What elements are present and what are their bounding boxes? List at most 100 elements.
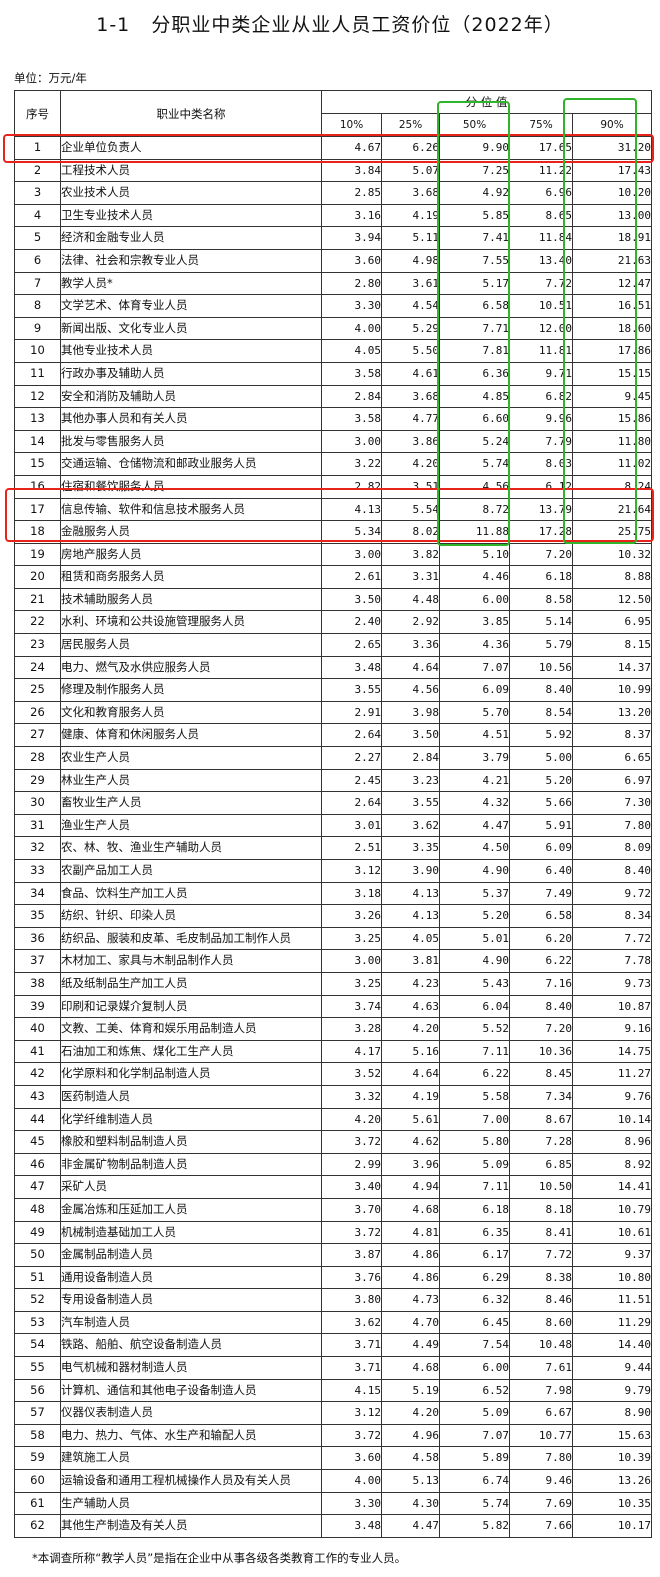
occupation-name: 交通运输、仓储物流和邮政业服务人员 [60, 452, 322, 476]
value-p10: 3.50 [321, 587, 382, 612]
value-p10: 3.87 [321, 1243, 382, 1267]
header-name: 职业中类名称 [60, 90, 322, 137]
value-p25: 3.36 [381, 633, 440, 657]
value-p25: 3.81 [381, 949, 440, 973]
value-p25: 5.16 [381, 1039, 440, 1064]
value-p50: 4.56 [439, 474, 510, 499]
value-p10: 3.58 [321, 361, 382, 386]
occupation-name: 其他办事人员和有关人员 [60, 407, 322, 431]
value-p25: 4.62 [381, 1130, 440, 1154]
value-p25: 5.29 [381, 316, 440, 341]
value-p25: 4.05 [381, 926, 440, 951]
value-p90: 16.51 [572, 294, 652, 318]
row-number: 36 [14, 926, 61, 951]
value-p50: 5.80 [439, 1130, 510, 1154]
value-p10: 3.25 [321, 971, 382, 996]
value-p90: 6.65 [572, 746, 652, 770]
table-row: 49 机械制造基础加工人员 3.72 4.81 6.35 8.41 10.61 [14, 1220, 652, 1245]
value-p90: 15.63 [572, 1423, 652, 1448]
header-p10: 10% [321, 113, 382, 137]
value-p90: 7.80 [572, 813, 652, 838]
value-p25: 4.48 [381, 587, 440, 612]
table-row: 47 采矿人员 3.40 4.94 7.11 10.50 14.41 [14, 1175, 652, 1199]
table-row: 35 纺织、针织、印染人员 3.26 4.13 5.20 6.58 8.34 [14, 904, 652, 928]
table-row: 57 仪器仪表制造人员 3.12 4.20 5.09 6.67 8.90 [14, 1401, 652, 1425]
occupation-name: 纸及纸制品生产加工人员 [60, 971, 322, 996]
occupation-name: 电力、热力、气体、水生产和输配人员 [60, 1423, 322, 1448]
value-p75: 8.38 [509, 1265, 573, 1290]
row-number: 12 [14, 384, 61, 409]
value-p75: 6.12 [509, 474, 573, 499]
value-p25: 5.11 [381, 226, 440, 250]
value-p25: 5.54 [381, 497, 440, 522]
value-p75: 7.79 [509, 429, 573, 454]
row-number: 50 [14, 1243, 61, 1267]
value-p25: 6.26 [381, 136, 440, 160]
value-p10: 2.91 [321, 700, 382, 725]
value-p90: 13.26 [572, 1469, 652, 1493]
row-number: 44 [14, 1107, 61, 1132]
value-p50: 11.88 [439, 520, 510, 544]
row-number: 47 [14, 1175, 61, 1199]
table-row: 2 工程技术人员 3.84 5.07 7.25 11.22 17.43 [14, 158, 652, 183]
header-percentile-group: 分 位 值 [321, 90, 652, 114]
value-p10: 3.80 [321, 1288, 382, 1312]
occupation-name: 卫生专业技术人员 [60, 203, 322, 228]
value-p75: 8.54 [509, 700, 573, 725]
row-number: 52 [14, 1288, 61, 1312]
value-p75: 8.40 [509, 678, 573, 702]
value-p25: 4.64 [381, 1062, 440, 1086]
table-row: 26 文化和教育服务人员 2.91 3.98 5.70 8.54 13.20 [14, 700, 652, 725]
value-p10: 2.84 [321, 384, 382, 409]
value-p90: 12.50 [572, 587, 652, 612]
table-row: 41 石油加工和炼焦、煤化工生产人员 4.17 5.16 7.11 10.36 14.75 [14, 1039, 652, 1064]
table-row: 10 其他专业技术人员 4.05 5.50 7.81 11.81 17.86 [14, 339, 652, 363]
occupation-name: 化学纤维制造人员 [60, 1107, 322, 1132]
value-p10: 4.13 [321, 497, 382, 522]
row-number: 24 [14, 655, 61, 680]
value-p90: 10.32 [572, 542, 652, 567]
value-p75: 10.56 [509, 655, 573, 680]
value-p50: 5.74 [439, 1491, 510, 1516]
occupation-name: 农、林、牧、渔业生产辅助人员 [60, 836, 322, 860]
value-p10: 2.85 [321, 181, 382, 205]
value-p50: 5.17 [439, 271, 510, 296]
table-row: 23 居民服务人员 2.65 3.36 4.36 5.79 8.15 [14, 633, 652, 657]
value-p75: 5.66 [509, 791, 573, 815]
table-row: 50 金属制品制造人员 3.87 4.86 6.17 7.72 9.37 [14, 1243, 652, 1267]
value-p75: 10.48 [509, 1333, 573, 1358]
value-p75: 10.36 [509, 1039, 573, 1064]
table-row: 15 交通运输、仓储物流和邮政业服务人员 3.22 4.20 5.74 8.03 11.02 [14, 452, 652, 476]
row-number: 4 [14, 203, 61, 228]
value-p10: 3.48 [321, 1514, 382, 1538]
occupation-name: 橡胶和塑料制品制造人员 [60, 1130, 322, 1154]
table-row: 39 印刷和记录媒介复制人员 3.74 4.63 6.04 8.40 10.87 [14, 994, 652, 1019]
value-p75: 9.71 [509, 361, 573, 386]
value-p90: 9.79 [572, 1378, 652, 1403]
value-p90: 11.80 [572, 429, 652, 454]
value-p75: 8.46 [509, 1288, 573, 1312]
value-p90: 6.97 [572, 768, 652, 793]
row-number: 55 [14, 1356, 61, 1380]
value-p50: 5.37 [439, 881, 510, 906]
value-p50: 6.35 [439, 1220, 510, 1245]
table-body: 1 企业单位负责人 4.67 6.26 9.90 17.65 31.20 2 工程技术人员 3.8… [14, 136, 652, 1538]
value-p90: 10.99 [572, 678, 652, 702]
value-p75: 8.40 [509, 994, 573, 1019]
value-p50: 7.25 [439, 158, 510, 183]
occupation-name: 其他生产制造及有关人员 [60, 1514, 322, 1538]
table-row: 33 农副产品加工人员 3.12 3.90 4.90 6.40 8.40 [14, 859, 652, 883]
value-p25: 4.63 [381, 994, 440, 1019]
value-p10: 3.00 [321, 949, 382, 973]
value-p10: 3.74 [321, 994, 382, 1019]
value-p50: 6.00 [439, 1356, 510, 1380]
value-p10: 2.61 [321, 565, 382, 589]
value-p50: 4.50 [439, 836, 510, 860]
row-number: 30 [14, 791, 61, 815]
row-number: 23 [14, 633, 61, 657]
value-p25: 4.56 [381, 678, 440, 702]
table-row: 46 非金属矿物制品制造人员 2.99 3.96 5.09 6.85 8.92 [14, 1152, 652, 1177]
value-p25: 3.55 [381, 791, 440, 815]
value-p75: 13.79 [509, 497, 573, 522]
value-p10: 2.27 [321, 746, 382, 770]
